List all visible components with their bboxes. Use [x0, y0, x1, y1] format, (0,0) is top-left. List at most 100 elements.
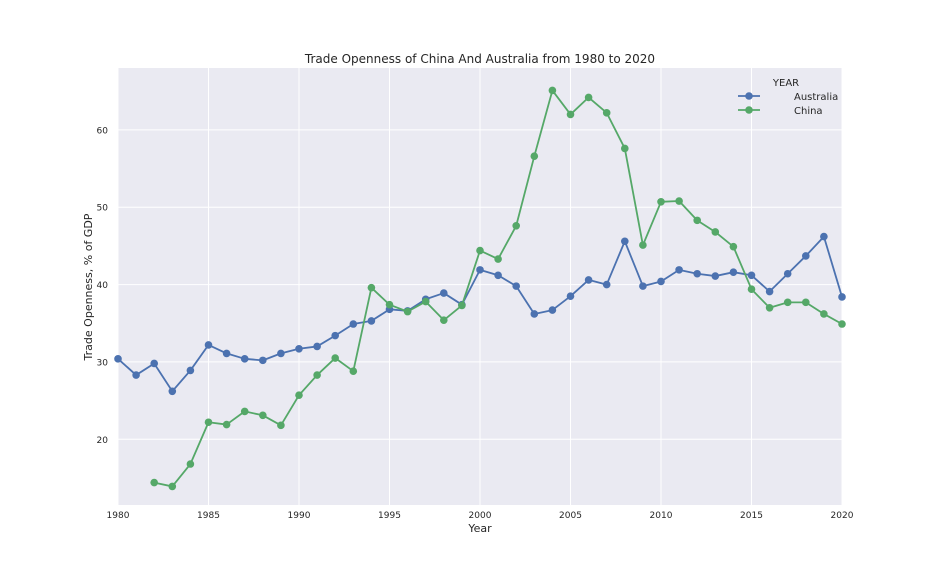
data-point-australia-1987 — [240, 355, 249, 363]
x-tick-label-2015: 2015 — [740, 511, 763, 521]
x-tick-label-1980: 1980 — [107, 511, 130, 521]
data-point-australia-2003 — [530, 310, 539, 318]
data-point-china-2012 — [693, 216, 701, 225]
x-tick-label-2005: 2005 — [559, 511, 582, 521]
data-point-australia-1993 — [349, 320, 358, 328]
data-point-china-1991 — [313, 371, 321, 379]
data-point-australia-2007 — [602, 280, 611, 289]
data-point-china-1983 — [168, 482, 177, 491]
y-tick-label-30: 30 — [97, 358, 109, 368]
data-point-australia-2009 — [639, 282, 647, 290]
data-point-china-1990 — [295, 391, 303, 399]
data-point-china-1992 — [331, 354, 340, 362]
data-point-australia-2020 — [838, 293, 846, 301]
data-point-china-1994 — [367, 283, 376, 292]
data-point-australia-2005 — [566, 292, 575, 300]
data-point-china-1999 — [458, 301, 466, 310]
data-point-china-1996 — [403, 307, 412, 316]
data-point-china-2001 — [494, 255, 502, 263]
data-point-china-1982 — [150, 478, 158, 487]
data-point-australia-1991 — [313, 342, 321, 351]
data-point-australia-2008 — [621, 237, 629, 246]
data-point-china-1986 — [222, 420, 231, 429]
data-point-australia-1982 — [150, 359, 158, 368]
data-point-australia-1994 — [367, 317, 376, 325]
data-point-china-2008 — [621, 144, 629, 153]
data-point-china-2010 — [657, 198, 665, 206]
data-point-china-2016 — [765, 303, 774, 312]
data-point-australia-2013 — [711, 272, 720, 280]
data-point-china-2002 — [512, 221, 520, 230]
data-point-china-1998 — [440, 316, 448, 324]
data-point-china-2020 — [838, 320, 846, 328]
data-point-australia-2017 — [783, 269, 792, 278]
data-point-australia-2001 — [494, 271, 502, 280]
data-point-australia-1992 — [331, 331, 340, 340]
data-point-china-2011 — [675, 197, 683, 205]
data-point-australia-2011 — [675, 266, 683, 274]
y-tick-label-20: 20 — [97, 436, 109, 446]
data-point-china-2019 — [820, 310, 828, 318]
data-point-australia-1985 — [204, 341, 213, 349]
data-point-china-2006 — [584, 93, 593, 102]
data-point-china-2005 — [566, 110, 575, 119]
data-point-china-2007 — [602, 109, 611, 117]
legend-marker-australia — [745, 92, 753, 100]
data-point-china-1985 — [204, 418, 213, 427]
x-tick-label-1995: 1995 — [378, 511, 401, 521]
data-point-australia-1980 — [114, 355, 122, 363]
data-point-china-2009 — [639, 241, 647, 249]
data-point-australia-2006 — [584, 276, 593, 284]
data-point-china-1993 — [349, 367, 358, 375]
data-point-australia-2014 — [729, 268, 738, 276]
data-point-china-2014 — [729, 242, 738, 251]
data-point-china-2003 — [530, 152, 539, 160]
x-tick-label-2010: 2010 — [650, 511, 673, 521]
data-point-australia-2016 — [765, 287, 774, 296]
data-point-australia-2000 — [476, 266, 484, 274]
data-point-china-2017 — [783, 298, 792, 307]
x-tick-label-1985: 1985 — [197, 511, 220, 521]
legend-marker-china — [745, 106, 753, 114]
x-tick-label-2000: 2000 — [469, 511, 492, 521]
y-tick-label-40: 40 — [97, 281, 109, 291]
legend-label-china: China — [794, 106, 823, 117]
chart-title: Trade Openness of China And Australia fr… — [304, 52, 655, 66]
data-point-china-1995 — [385, 300, 394, 309]
data-point-australia-2004 — [548, 306, 557, 314]
y-tick-label-50: 50 — [97, 204, 109, 214]
data-point-china-1988 — [259, 411, 267, 420]
x-axis-label: Year — [467, 522, 492, 535]
data-point-australia-1981 — [132, 371, 140, 379]
legend-entry-australia: Australia — [738, 92, 838, 103]
data-point-china-1997 — [421, 297, 430, 306]
data-point-australia-1988 — [259, 356, 267, 365]
x-tick-label-1990: 1990 — [288, 511, 311, 521]
data-point-australia-2019 — [820, 232, 828, 241]
data-point-china-1987 — [240, 407, 249, 416]
legend: YEAR Australia China — [738, 78, 838, 117]
data-point-australia-2002 — [512, 282, 520, 290]
data-point-australia-2012 — [693, 269, 701, 278]
data-point-china-1989 — [277, 421, 285, 430]
data-point-australia-1990 — [295, 344, 303, 353]
legend-label-australia: Australia — [794, 92, 838, 103]
data-point-china-2015 — [747, 285, 756, 294]
data-point-australia-1983 — [168, 387, 177, 396]
data-point-australia-2010 — [657, 277, 665, 286]
series-layer — [114, 86, 846, 491]
data-point-australia-2015 — [747, 271, 756, 280]
y-tick-label-60: 60 — [97, 126, 109, 136]
data-point-china-2013 — [711, 228, 720, 236]
data-point-china-1984 — [186, 460, 195, 468]
legend-title: YEAR — [772, 78, 799, 89]
data-point-china-2018 — [802, 298, 810, 307]
data-point-australia-1989 — [277, 349, 285, 358]
x-tick-label-2020: 2020 — [831, 511, 854, 521]
legend-entry-china: China — [738, 106, 823, 117]
axis-ticks: 1980 1985 1990 1995 2000 2005 2010 2015 20202030… — [97, 126, 854, 521]
data-point-australia-1984 — [186, 366, 195, 375]
data-point-china-2004 — [548, 86, 557, 95]
